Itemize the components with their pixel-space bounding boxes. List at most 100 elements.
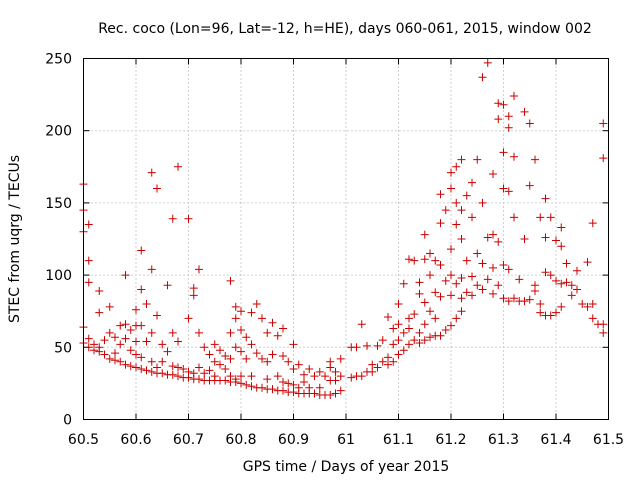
data-point <box>504 297 513 306</box>
data-point <box>95 308 104 317</box>
data-point <box>441 206 450 215</box>
data-point <box>126 346 135 355</box>
data-point <box>226 354 235 363</box>
data-point <box>520 235 529 243</box>
data-point <box>231 377 240 386</box>
data-point <box>137 364 146 373</box>
data-point <box>121 271 130 280</box>
data-point <box>452 279 461 288</box>
data-point <box>226 328 235 337</box>
data-point <box>273 331 282 340</box>
data-point <box>499 260 508 269</box>
data-point <box>116 321 125 330</box>
data-point <box>147 367 156 376</box>
data-point <box>562 278 571 287</box>
data-point <box>100 336 109 345</box>
data-point <box>599 154 608 163</box>
x-tick-label: 61.5 <box>593 432 624 448</box>
data-point <box>546 213 555 222</box>
data-point <box>132 363 140 372</box>
data-point <box>137 246 146 255</box>
data-point <box>242 380 251 389</box>
data-point <box>599 119 608 128</box>
data-point <box>153 311 161 320</box>
data-point <box>179 364 188 373</box>
data-point <box>457 294 466 303</box>
data-point <box>510 294 518 303</box>
data-point <box>420 336 429 345</box>
data-point <box>368 360 377 369</box>
data-point <box>389 357 398 366</box>
data-point <box>378 357 387 366</box>
data-point <box>116 357 125 366</box>
data-point <box>567 281 576 290</box>
data-point <box>105 302 114 311</box>
data-point <box>247 372 256 381</box>
x-axis-label: GPS time / Days of year 2015 <box>243 459 450 475</box>
y-tick-label: 100 <box>45 268 72 284</box>
data-point <box>541 194 550 203</box>
data-point <box>153 184 161 193</box>
data-point <box>431 256 440 265</box>
data-point <box>447 168 455 177</box>
data-point <box>384 353 392 362</box>
data-point <box>415 328 424 337</box>
data-point <box>494 237 503 246</box>
data-point <box>420 298 429 307</box>
data-point <box>494 281 503 290</box>
data-point <box>473 281 482 290</box>
data-point <box>562 259 571 268</box>
data-point <box>142 299 151 308</box>
data-point <box>331 376 340 385</box>
data-point <box>468 291 476 300</box>
data-point <box>447 321 455 330</box>
data-point <box>536 308 545 317</box>
data-point <box>510 92 518 101</box>
data-point <box>247 382 256 391</box>
data-point <box>116 340 125 349</box>
data-point <box>216 346 224 355</box>
data-point <box>447 271 455 280</box>
data-point <box>263 357 272 366</box>
data-point <box>289 380 298 389</box>
data-point <box>326 390 335 399</box>
data-point <box>321 372 329 381</box>
data-point <box>263 328 272 337</box>
data-point <box>184 214 193 223</box>
x-tick-label: 60.7 <box>173 432 204 448</box>
data-point <box>347 373 356 382</box>
data-point <box>147 357 156 366</box>
data-point <box>158 369 167 378</box>
data-point <box>279 324 287 333</box>
data-point <box>452 162 461 171</box>
data-point <box>557 242 566 251</box>
data-point <box>420 230 429 239</box>
data-point <box>95 347 104 356</box>
data-point <box>473 249 482 258</box>
data-point <box>111 333 119 342</box>
data-point <box>452 198 461 207</box>
data-point <box>163 347 172 356</box>
data-point <box>489 170 497 179</box>
data-point <box>489 230 497 239</box>
data-point <box>242 354 251 363</box>
data-point <box>294 360 303 369</box>
data-point <box>399 328 408 337</box>
data-point <box>331 389 340 398</box>
data-point <box>504 123 513 132</box>
data-point <box>452 220 461 229</box>
data-point <box>289 340 298 349</box>
data-point <box>410 256 419 265</box>
data-point <box>336 386 345 395</box>
data-point <box>336 372 345 381</box>
data-point <box>431 314 440 323</box>
data-point <box>137 353 146 362</box>
data-point <box>284 379 293 388</box>
data-point <box>326 363 335 372</box>
data-point <box>300 370 308 379</box>
data-point <box>184 373 193 382</box>
data-point <box>147 265 156 274</box>
data-point <box>426 271 434 280</box>
data-point <box>289 388 298 397</box>
